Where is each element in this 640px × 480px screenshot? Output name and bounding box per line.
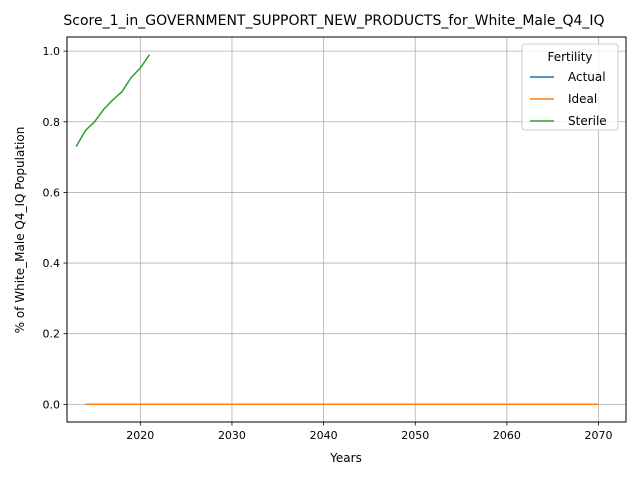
series-line-sterile [75, 54, 151, 147]
series-lines [75, 54, 599, 406]
x-tick-label: 2020 [126, 429, 154, 442]
legend-label-ideal: Ideal [568, 92, 597, 106]
chart-title: Score_1_in_GOVERNMENT_SUPPORT_NEW_PRODUC… [63, 13, 604, 29]
x-axis-label: Years [329, 451, 362, 465]
legend-label-sterile: Sterile [568, 114, 607, 128]
y-tick-label: 0.4 [43, 257, 61, 270]
legend-title: Fertility [547, 50, 592, 64]
y-tick-label: 0.8 [43, 116, 61, 129]
x-tick-label: 2050 [401, 429, 429, 442]
y-tick-label: 0.6 [43, 186, 61, 199]
y-tick-label: 1.0 [43, 45, 61, 58]
plot-area [66, 36, 627, 423]
x-tick-label: 2040 [310, 429, 338, 442]
y-axis: 0.0 0.2 0.4 0.6 0.8 1.0 [43, 45, 67, 411]
x-tick-label: 2030 [218, 429, 246, 442]
legend: Fertility Actual Ideal Sterile [521, 43, 619, 131]
y-tick-label: 0.2 [43, 328, 61, 341]
x-axis: 2020 2030 2040 2050 2060 2070 [126, 422, 613, 442]
legend-label-actual: Actual [568, 70, 606, 84]
legend-box [521, 43, 619, 131]
x-tick-label: 2060 [493, 429, 521, 442]
y-tick-label: 0.0 [43, 398, 61, 411]
y-axis-label: % of White_Male Q4_IQ Population [13, 127, 27, 334]
x-tick-label: 2070 [585, 429, 613, 442]
